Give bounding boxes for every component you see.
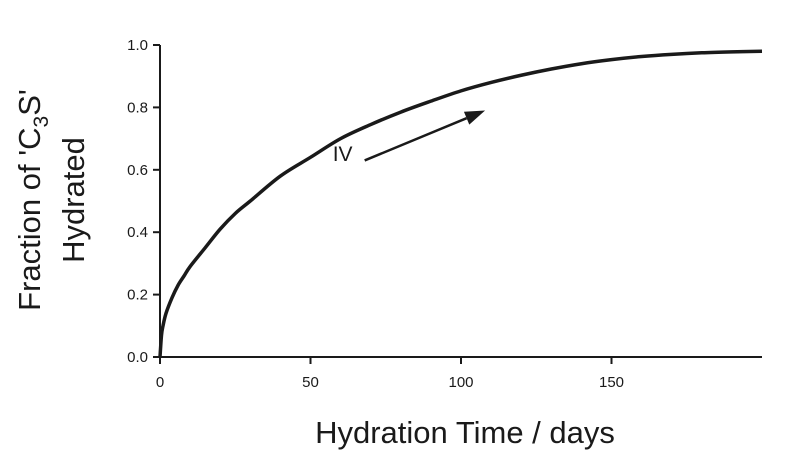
x-axis-ticks: 0 50 100 150 (156, 357, 624, 391)
y-axis-title-line1: Fraction of 'C3S' (12, 89, 53, 311)
series-line (158, 49, 763, 358)
y-tick-label: 0.4 (127, 224, 148, 241)
x-tick-label: 100 (448, 374, 473, 391)
x-tick-label: 150 (599, 374, 624, 391)
y-tick-label: 0.8 (127, 99, 148, 116)
y-title-prefix: Fraction of 'C (12, 127, 47, 310)
y-tick-label: 0.2 (127, 287, 148, 304)
x-tick-label: 0 (156, 374, 164, 391)
y-axis-title-line2: Hydrated (56, 137, 91, 263)
annotation-iv: IV (333, 110, 486, 166)
annotation-arrow-head (463, 110, 486, 125)
y-tick-label: 0.0 (127, 349, 148, 366)
x-axis-title: Hydration Time / days (315, 415, 615, 450)
y-axis-title: Fraction of 'C3S' Hydrated (12, 89, 91, 311)
y-axis-ticks: 0.0 0.2 0.4 0.6 0.8 1.0 (127, 37, 160, 366)
y-tick-label: 1.0 (127, 37, 148, 54)
y-tick-label: 0.6 (127, 162, 148, 179)
annotation-label: IV (333, 143, 353, 166)
annotation-arrow (364, 117, 468, 162)
x-tick-label: 50 (302, 374, 319, 391)
y-title-subscript: 3 (30, 116, 53, 128)
y-title-suffix: S' (12, 89, 47, 116)
